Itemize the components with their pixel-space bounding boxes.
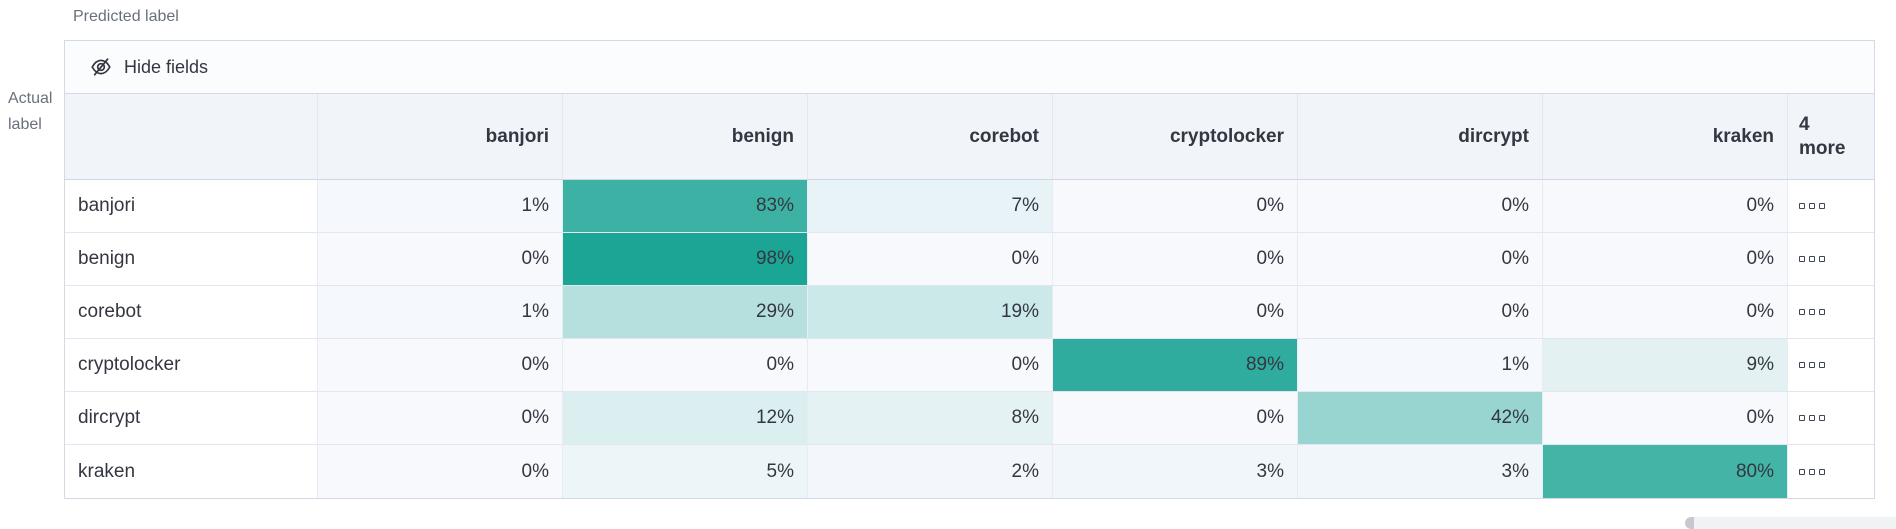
- boxes-horizontal-icon[interactable]: [1799, 203, 1825, 209]
- box-dot: [1809, 362, 1815, 368]
- matrix-cell: 19%: [808, 286, 1053, 339]
- row-label: kraken: [65, 445, 318, 498]
- column-header-kraken[interactable]: kraken: [1543, 94, 1788, 179]
- more-cell: [1788, 286, 1874, 339]
- matrix-cell: 83%: [563, 180, 808, 233]
- matrix-cell: 0%: [1543, 180, 1788, 233]
- matrix-cell: 5%: [563, 445, 808, 498]
- column-header-corebot[interactable]: corebot: [808, 94, 1053, 179]
- matrix-cell: 0%: [1543, 286, 1788, 339]
- matrix-cell: 0%: [1298, 286, 1543, 339]
- confusion-matrix-datagrid: Hide fields banjori benign corebot cryptolo…: [64, 40, 1875, 499]
- boxes-horizontal-icon[interactable]: [1799, 468, 1825, 475]
- more-cell: [1788, 339, 1874, 392]
- box-dot: [1799, 309, 1805, 315]
- table-row: cryptolocker 0% 0% 0% 89% 1% 9%: [65, 339, 1874, 392]
- matrix-cell: 0%: [808, 233, 1053, 286]
- scrollbar-thumb[interactable]: [1685, 517, 1694, 529]
- matrix-cell: 29%: [563, 286, 808, 339]
- box-dot: [1809, 468, 1815, 475]
- box-dot: [1799, 468, 1805, 475]
- table-row: banjori 1% 83% 7% 0% 0% 0%: [65, 180, 1874, 233]
- more-cell: [1788, 180, 1874, 233]
- boxes-horizontal-icon[interactable]: [1799, 309, 1825, 315]
- box-dot: [1819, 309, 1825, 315]
- matrix-cell: 89%: [1053, 339, 1298, 392]
- column-header-more[interactable]: 4 more: [1799, 113, 1846, 159]
- column-header-benign[interactable]: benign: [563, 94, 808, 179]
- matrix-cell: 0%: [563, 339, 808, 392]
- matrix-cell: 0%: [1543, 233, 1788, 286]
- more-cell: [1788, 445, 1874, 498]
- more-cell: [1788, 233, 1874, 286]
- box-dot: [1799, 203, 1805, 209]
- box-dot: [1819, 468, 1825, 475]
- matrix-cell: 42%: [1298, 392, 1543, 445]
- matrix-cell: 0%: [808, 339, 1053, 392]
- matrix-cell: 3%: [1298, 445, 1543, 498]
- box-dot: [1819, 256, 1825, 262]
- matrix-cell: 0%: [318, 339, 563, 392]
- boxes-horizontal-icon[interactable]: [1799, 415, 1825, 421]
- box-dot: [1819, 415, 1825, 421]
- matrix-rows: banjori 1% 83% 7% 0% 0% 0% benign 0% 98% 0% 0% 0% 0% c…: [65, 180, 1874, 498]
- matrix-cell: 0%: [318, 392, 563, 445]
- matrix-cell: 0%: [1298, 180, 1543, 233]
- column-header-row: banjori benign corebot cryptolocker dircrypt…: [65, 94, 1874, 180]
- matrix-cell: 12%: [563, 392, 808, 445]
- column-header-dircrypt[interactable]: dircrypt: [1298, 94, 1543, 179]
- box-dot: [1819, 203, 1825, 209]
- table-row: corebot 1% 29% 19% 0% 0% 0%: [65, 286, 1874, 339]
- matrix-cell: 1%: [1298, 339, 1543, 392]
- hide-fields-label: Hide fields: [124, 56, 209, 77]
- box-dot: [1809, 309, 1815, 315]
- row-label: dircrypt: [65, 392, 318, 445]
- matrix-cell: 1%: [318, 180, 563, 233]
- matrix-cell: 98%: [563, 233, 808, 286]
- predicted-label-axis: Predicted label: [73, 8, 179, 25]
- row-label: benign: [65, 233, 318, 286]
- table-row: dircrypt 0% 12% 8% 0% 42% 0%: [65, 392, 1874, 445]
- actual-label-axis: Actual label: [8, 90, 53, 133]
- box-dot: [1809, 203, 1815, 209]
- more-cell: [1788, 392, 1874, 445]
- box-dot: [1799, 362, 1805, 368]
- matrix-cell: 3%: [1053, 445, 1298, 498]
- horizontal-scrollbar[interactable]: [1685, 517, 1896, 529]
- box-dot: [1809, 415, 1815, 421]
- row-label: banjori: [65, 180, 318, 233]
- matrix-cell: 0%: [1053, 392, 1298, 445]
- table-row: kraken 0% 5% 2% 3% 3% 80%: [65, 445, 1874, 498]
- matrix-cell: 9%: [1543, 339, 1788, 392]
- table-row: benign 0% 98% 0% 0% 0% 0%: [65, 233, 1874, 286]
- datagrid-toolbar: Hide fields: [65, 41, 1874, 94]
- matrix-cell: 0%: [318, 233, 563, 286]
- boxes-horizontal-icon[interactable]: [1799, 256, 1825, 262]
- matrix-cell: 0%: [1053, 233, 1298, 286]
- column-header-banjori[interactable]: banjori: [318, 94, 563, 179]
- matrix-cell: 8%: [808, 392, 1053, 445]
- box-dot: [1819, 362, 1825, 368]
- box-dot: [1799, 256, 1805, 262]
- row-label: cryptolocker: [65, 339, 318, 392]
- box-dot: [1809, 256, 1815, 262]
- boxes-horizontal-icon[interactable]: [1799, 362, 1825, 368]
- row-label: corebot: [65, 286, 318, 339]
- matrix-cell: 0%: [1053, 286, 1298, 339]
- matrix-cell: 0%: [1543, 392, 1788, 445]
- matrix-cell: 0%: [1298, 233, 1543, 286]
- matrix-cell: 2%: [808, 445, 1053, 498]
- hide-fields-button[interactable]: Hide fields: [90, 56, 208, 78]
- matrix-cell: 1%: [318, 286, 563, 339]
- eye-closed-icon: [90, 56, 112, 78]
- corner-cell: [65, 94, 318, 179]
- box-dot: [1799, 415, 1805, 421]
- column-header-cryptolocker[interactable]: cryptolocker: [1053, 94, 1298, 179]
- matrix-cell: 7%: [808, 180, 1053, 233]
- matrix-cell: 0%: [318, 445, 563, 498]
- matrix-cell: 80%: [1543, 445, 1788, 498]
- matrix-cell: 0%: [1053, 180, 1298, 233]
